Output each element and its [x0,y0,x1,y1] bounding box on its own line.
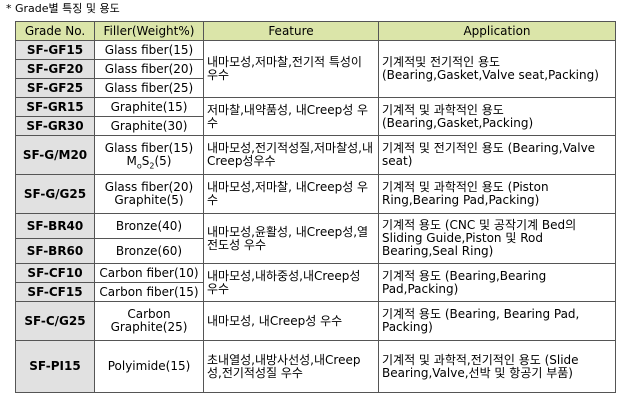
feature-cell: 내마모성,저마찰, 내Creep성 우수 [203,174,379,214]
grade-no-cell: SF-GF20 [15,59,95,79]
header-row: Grade No. Filler(Weight%) Feature Applic… [15,21,616,41]
grade-no-cell: SF-G/G25 [15,174,95,214]
table-row: SF-G/M20 Glass fiber(15) MoS2(5) 내마모성,전기… [15,135,616,175]
feature-cell: 초내열성,내방사선성,내Creep성,전기적성질 우수 [203,340,379,393]
feature-cell: 내마모성,전기적성질,저마찰성,내Creep성우수 [203,135,379,175]
filler-line: Glass fiber(20) [104,180,194,194]
feature-cell: 내마모성,저마찰,전기적 특성이 우수 [203,40,379,98]
filler-cell: Graphite(15) [94,97,204,117]
filler-cell: Bronze(60) [94,238,204,264]
application-cell: 기계적 및 과학적인 용도 (Bearing,Gasket,Packing) [378,97,616,136]
feature-cell: 내마모성,내하중성,내Creep성 우수 [203,263,379,302]
table-row: SF-PI15 Polyimide(15) 초내열성,내방사선성,내Creep성… [15,340,616,393]
table-caption: * Grade별 특징 및 용도 [6,2,120,15]
table-row: SF-CF15 Carbon fiber(15) [15,282,616,302]
table-row: SF-C/G25 Carbon Graphite(25) 내마모성, 내Cree… [15,301,616,341]
header-grade-no: Grade No. [15,21,95,41]
application-cell: 기계적 및 과학적,전기적인 용도 (Slide Bearing,Valve,선… [378,340,616,393]
grade-no-cell: SF-GF15 [15,40,95,60]
grade-no-cell: SF-GR15 [15,97,95,117]
application-cell: 기계적 용도 (Bearing,Bearing Pad,Packing) [378,263,616,302]
filler-cell: Graphite(30) [94,116,204,136]
filler-cell: Polyimide(15) [94,340,204,393]
filler-line: Graphite(5) [114,193,184,207]
grade-no-cell: SF-CF10 [15,263,95,283]
grade-table: Grade No. Filler(Weight%) Feature Applic… [15,21,616,393]
grade-no-cell: SF-GR30 [15,116,95,136]
filler-cell: Carbon fiber(15) [94,282,204,302]
application-cell: 기계적 및 전기적인 용도 (Bearing,Valve seat) [378,135,616,175]
header-application: Application [378,21,616,41]
grade-no-cell: SF-CF15 [15,282,95,302]
table-row: SF-BR40 Bronze(40) 내마모성,윤활성, 내Creep성,열전도… [15,213,616,264]
filler-cell: Glass fiber(15) [94,40,204,60]
application-cell: 기계적 용도 (CNC 및 공작기계 Bed의 Sliding Guide,Pi… [378,213,616,264]
application-cell: 기계적및 전기적인 용도 (Bearing,Gasket,Valve seat,… [378,40,616,98]
table-row: SF-GF15 Glass fiber(15) 내마모성,저마찰,전기적 특성이… [15,40,616,98]
filler-part: (5) [154,154,172,168]
header-feature: Feature [203,21,379,41]
filler-line: Glass fiber(15) [104,141,194,155]
filler-cell: Glass fiber(25) [94,78,204,98]
grade-no-cell: SF-G/M20 [15,135,95,175]
table-row: SF-GR15 Graphite(15) 저마찰,내약품성, 내Creep성 우… [15,97,616,136]
filler-part: S [141,154,150,168]
filler-cell: Glass fiber(20) [94,59,204,79]
filler-part: M [126,154,137,168]
grade-no-cell: SF-PI15 [15,340,95,393]
table-row: SF-CF10 Carbon fiber(10) 내마모성,내하중성,내Cree… [15,263,616,302]
table-row: SF-GF20 Glass fiber(20) [15,59,616,79]
application-cell: 기계적 및 과학적인 용도 (Piston Ring,Bearing Pad,P… [378,174,616,214]
filler-cell: Carbon Graphite(25) [94,301,204,341]
application-cell: 기계적 용도 (Bearing, Bearing Pad, Packing) [378,301,616,341]
table-row: SF-BR60 Bronze(60) [15,238,616,264]
filler-subscript: o [136,161,142,171]
filler-line: Carbon [127,307,171,321]
grade-no-cell: SF-BR60 [15,238,95,264]
filler-line: MoS2(5) [98,154,200,171]
feature-cell: 내마모성, 내Creep성 우수 [203,301,379,341]
grade-no-cell: SF-BR40 [15,213,95,239]
feature-cell: 내마모성,윤활성, 내Creep성,열전도성 우수 [203,213,379,264]
filler-subscript: 2 [149,161,155,171]
filler-cell: Bronze(40) [94,213,204,239]
grade-no-cell: SF-C/G25 [15,301,95,341]
filler-line: Graphite(25) [110,320,188,334]
header-filler: Filler(Weight%) [94,21,204,41]
filler-cell: Glass fiber(15) MoS2(5) [94,135,204,175]
filler-cell: Glass fiber(20) Graphite(5) [94,174,204,214]
feature-cell: 저마찰,내약품성, 내Creep성 우수 [203,97,379,136]
filler-cell: Carbon fiber(10) [94,263,204,283]
table-row: SF-G/G25 Glass fiber(20) Graphite(5) 내마모… [15,174,616,214]
grade-no-cell: SF-GF25 [15,78,95,98]
